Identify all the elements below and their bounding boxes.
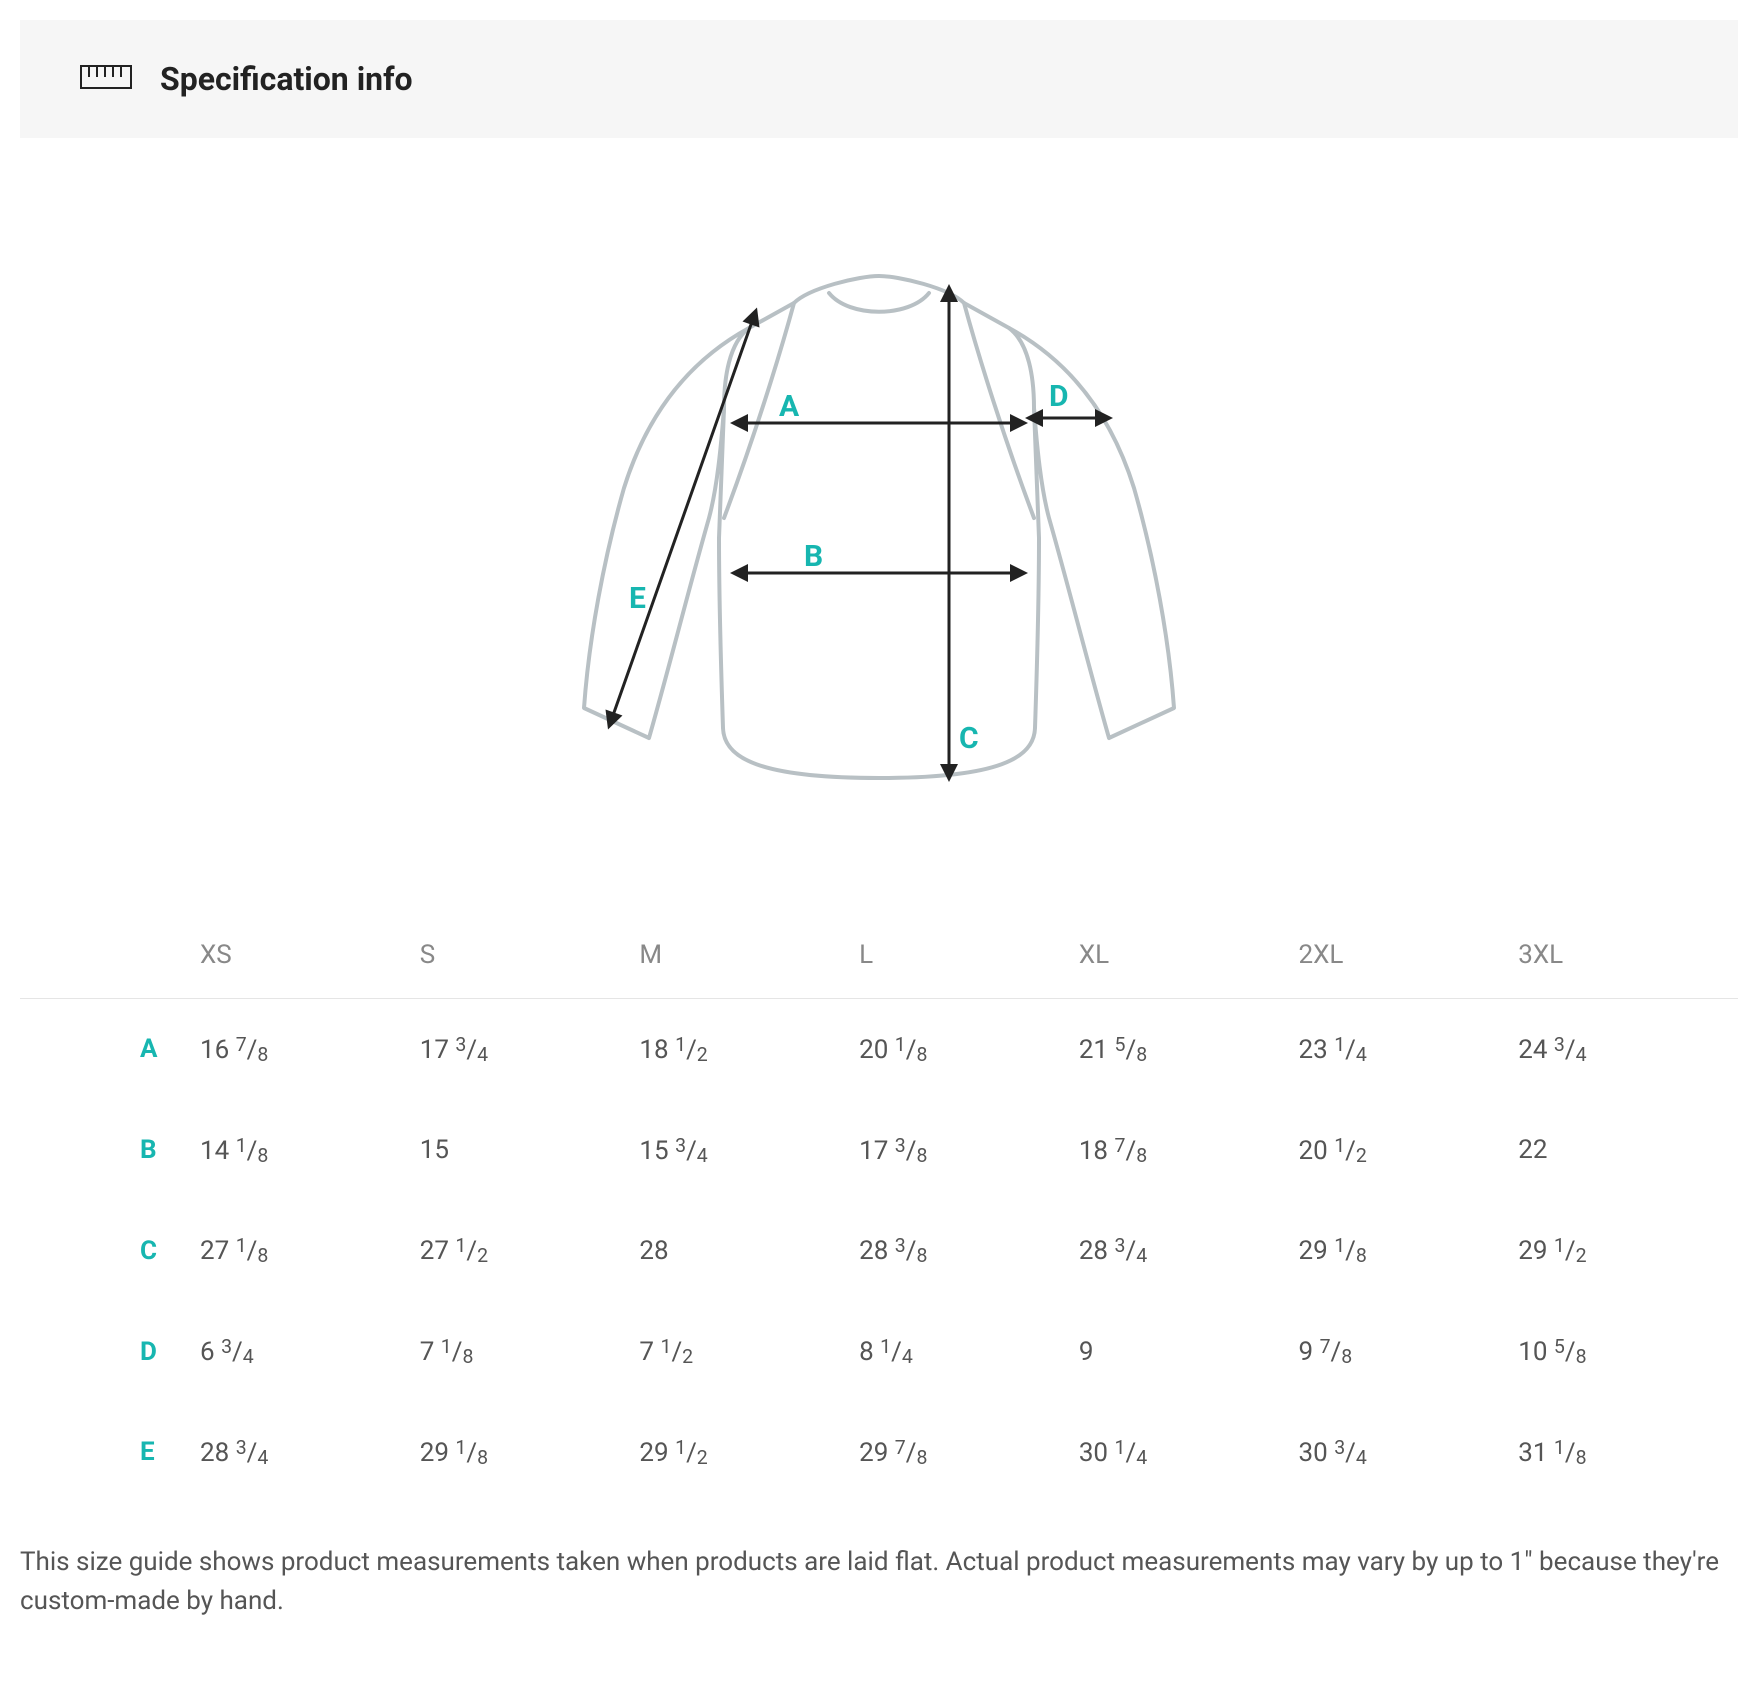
size-cell: 21 5/8	[1079, 999, 1299, 1100]
garment-diagram: A B C D E	[0, 158, 1758, 872]
size-cell: 8 1/4	[859, 1301, 1079, 1402]
diagram-label-e: E	[629, 581, 646, 616]
size-cell: 7 1/2	[639, 1301, 859, 1402]
size-row-label: C	[20, 1200, 200, 1301]
size-cell: 30 1/4	[1079, 1402, 1299, 1503]
size-table-header-row: XS S M L XL 2XL 3XL	[20, 912, 1738, 999]
size-guide-footnote: This size guide shows product measuremen…	[0, 1503, 1758, 1661]
size-cell: 28 3/8	[859, 1200, 1079, 1301]
size-table-blank-header	[20, 912, 200, 999]
diagram-label-a: A	[779, 389, 800, 424]
size-table: XS S M L XL 2XL 3XL A16 7/817 3/418 1/22…	[20, 912, 1738, 1503]
size-cell: 31 1/8	[1518, 1402, 1738, 1503]
size-col-header: 3XL	[1518, 912, 1738, 999]
size-cell: 17 3/8	[859, 1100, 1079, 1201]
size-table-row: C27 1/827 1/22828 3/828 3/429 1/829 1/2	[20, 1200, 1738, 1301]
diagram-label-b: B	[804, 539, 823, 574]
size-col-header: M	[639, 912, 859, 999]
size-row-label: B	[20, 1100, 200, 1201]
ruler-icon	[80, 65, 132, 93]
size-cell: 15	[420, 1100, 640, 1201]
size-table-row: E28 3/429 1/829 1/229 7/830 1/430 3/431 …	[20, 1402, 1738, 1503]
size-cell: 15 3/4	[639, 1100, 859, 1201]
size-cell: 20 1/8	[859, 999, 1079, 1100]
size-cell: 27 1/8	[200, 1200, 420, 1301]
size-cell: 18 7/8	[1079, 1100, 1299, 1201]
size-cell: 17 3/4	[420, 999, 640, 1100]
size-cell: 23 1/4	[1299, 999, 1519, 1100]
size-cell: 29 1/8	[1299, 1200, 1519, 1301]
spec-header: Specification info	[20, 20, 1738, 138]
size-cell: 24 3/4	[1518, 999, 1738, 1100]
size-col-header: L	[859, 912, 1079, 999]
size-cell: 18 1/2	[639, 999, 859, 1100]
size-row-label: A	[20, 999, 200, 1100]
size-row-label: E	[20, 1402, 200, 1503]
size-row-label: D	[20, 1301, 200, 1402]
size-cell: 14 1/8	[200, 1100, 420, 1201]
size-col-header: 2XL	[1299, 912, 1519, 999]
size-cell: 28	[639, 1200, 859, 1301]
size-cell: 29 1/2	[639, 1402, 859, 1503]
size-cell: 28 3/4	[1079, 1200, 1299, 1301]
size-cell: 27 1/2	[420, 1200, 640, 1301]
spec-title: Specification info	[160, 60, 413, 98]
size-cell: 9 7/8	[1299, 1301, 1519, 1402]
diagram-label-d: D	[1049, 379, 1069, 414]
size-cell: 22	[1518, 1100, 1738, 1201]
size-cell: 7 1/8	[420, 1301, 640, 1402]
size-table-body: A16 7/817 3/418 1/220 1/821 5/823 1/424 …	[20, 999, 1738, 1503]
size-table-row: A16 7/817 3/418 1/220 1/821 5/823 1/424 …	[20, 999, 1738, 1100]
size-col-header: XL	[1079, 912, 1299, 999]
size-cell: 6 3/4	[200, 1301, 420, 1402]
size-table-row: B14 1/81515 3/417 3/818 7/820 1/222	[20, 1100, 1738, 1201]
size-cell: 10 5/8	[1518, 1301, 1738, 1402]
size-cell: 28 3/4	[200, 1402, 420, 1503]
size-cell: 29 1/2	[1518, 1200, 1738, 1301]
size-col-header: XS	[200, 912, 420, 999]
size-table-row: D6 3/47 1/87 1/28 1/499 7/810 5/8	[20, 1301, 1738, 1402]
size-cell: 29 1/8	[420, 1402, 640, 1503]
size-col-header: S	[420, 912, 640, 999]
diagram-label-c: C	[959, 721, 979, 756]
size-cell: 29 7/8	[859, 1402, 1079, 1503]
size-cell: 30 3/4	[1299, 1402, 1519, 1503]
size-cell: 9	[1079, 1301, 1299, 1402]
size-cell: 16 7/8	[200, 999, 420, 1100]
size-cell: 20 1/2	[1299, 1100, 1519, 1201]
